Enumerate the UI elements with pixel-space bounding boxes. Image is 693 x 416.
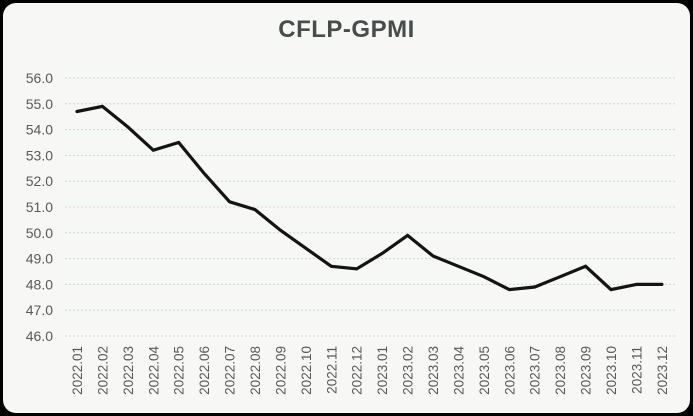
chart-title: CFLP-GPMI: [278, 16, 415, 43]
x-axis-tick-labels: 2022.01 2022.02 2022.03 2022.04 2022.05 2022.…: [70, 346, 670, 395]
y-tick-label: 48.0: [26, 276, 53, 292]
y-tick-label: 53.0: [26, 147, 53, 163]
x-tick-label: 2022.04: [146, 346, 161, 395]
y-tick-label: 47.0: [26, 302, 53, 318]
y-tick-label: 56.0: [26, 70, 53, 86]
series-line: [75, 104, 664, 292]
gridlines: [65, 77, 676, 337]
x-tick-label: 2023.05: [477, 346, 492, 395]
x-tick-label: 2022.08: [248, 346, 263, 395]
x-tick-label: 2022.06: [197, 346, 212, 395]
y-tick-label: 46.0: [26, 328, 53, 344]
x-tick-label: 2023.12: [655, 346, 670, 395]
y-tick-label: 54.0: [26, 122, 53, 138]
x-tick-label: 2023.02: [401, 346, 416, 395]
x-tick-label: 2022.11: [324, 346, 339, 394]
y-tick-label: 49.0: [26, 251, 53, 267]
chart-card: CFLP-GPMI 56.0 55.0 54.0 53.0 52.0 51.0 50.0 49…: [3, 3, 690, 413]
x-tick-label: 2022.03: [121, 346, 136, 395]
y-tick-label: 55.0: [26, 96, 53, 112]
y-tick-label: 51.0: [26, 199, 53, 215]
y-tick-label: 50.0: [26, 225, 53, 241]
line-chart: 56.0 55.0 54.0 53.0 52.0 51.0 50.0 49.0 48.0 47.0…: [26, 70, 676, 395]
x-tick-label: 2023.08: [553, 346, 568, 395]
x-tick-label: 2022.12: [350, 346, 365, 395]
x-tick-label: 2022.01: [70, 346, 85, 395]
x-tick-label: 2023.04: [451, 346, 466, 395]
y-tick-label: 52.0: [26, 173, 53, 189]
x-tick-label: 2022.07: [223, 346, 238, 395]
x-tick-label: 2023.10: [604, 346, 619, 395]
x-tick-label: 2022.05: [172, 346, 187, 395]
x-tick-label: 2022.02: [95, 346, 110, 395]
y-axis-tick-labels: 56.0 55.0 54.0 53.0 52.0 51.0 50.0 49.0 48.0 47.0…: [26, 70, 53, 344]
x-tick-label: 2023.06: [502, 346, 517, 395]
x-tick-label: 2022.09: [273, 346, 288, 395]
x-tick-label: 2023.07: [528, 346, 543, 395]
x-tick-label: 2023.03: [426, 346, 441, 395]
x-tick-label: 2022.10: [299, 346, 314, 395]
x-tick-label: 2023.11: [629, 346, 644, 394]
data-series: [75, 104, 664, 292]
x-tick-label: 2023.09: [579, 346, 594, 395]
x-tick-label: 2023.01: [375, 346, 390, 395]
